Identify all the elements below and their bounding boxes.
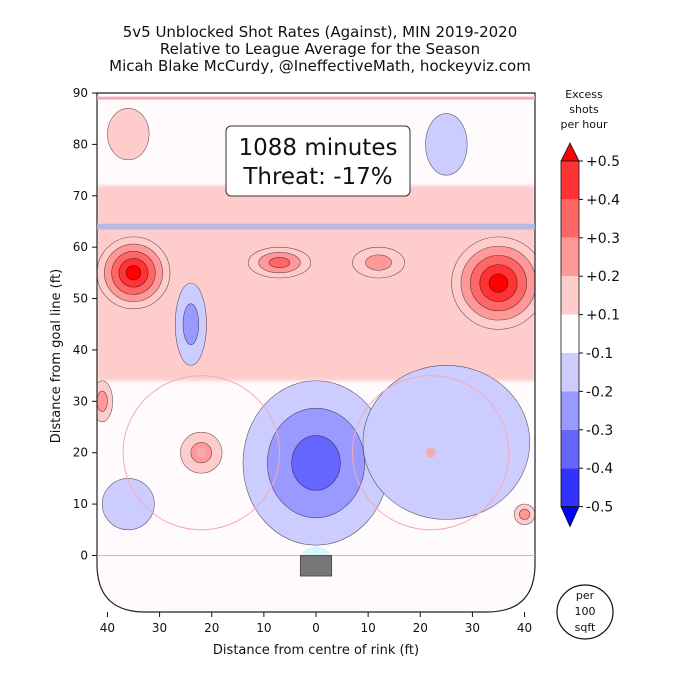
threat-label: Threat: -17%: [242, 164, 392, 190]
heat-region-11-level-1: [425, 113, 468, 176]
faceoff-circle-right: [352, 375, 510, 531]
unit-sqft: sqft: [575, 621, 596, 634]
x-axis-label: Distance from centre of rink (ft): [213, 643, 419, 658]
threat-annotation-box: 1088 minutes Threat: -17%: [225, 125, 411, 197]
y-tick-label-9: 90: [73, 86, 88, 100]
x-tick-label-5: 10: [361, 621, 376, 635]
rink-boards: [96, 92, 536, 613]
colorbar-label-4: +0.1: [586, 308, 620, 324]
colorbar-band-9: [561, 468, 579, 507]
colorbar-title-0: Excess: [565, 88, 603, 101]
colorbar-band-2: [561, 199, 579, 238]
rink-markings: [96, 92, 536, 613]
colorbar-label-2: +0.3: [586, 231, 620, 247]
colorbar-label-7: -0.3: [586, 423, 613, 439]
colorbar-top-arrow: [560, 142, 580, 162]
x-tick-label-4: 0: [312, 621, 320, 635]
colorbar-label-9: -0.5: [586, 500, 613, 516]
colorbar-band-6: [561, 353, 579, 392]
heat-region-0-level-5: [125, 265, 142, 281]
chart-subtitle: Relative to League Average for the Seaso…: [159, 40, 481, 58]
heat-region-1-level-5: [488, 273, 509, 293]
colorbar-band-1: [561, 161, 579, 200]
y-tick-label-7: 70: [73, 189, 88, 203]
colorbar-label-8: -0.4: [586, 461, 613, 477]
colorbar-bottom-arrow: [560, 506, 580, 528]
colorbar-band-4: [561, 276, 579, 315]
y-tick-label-6: 60: [73, 240, 88, 254]
goal-net: [299, 555, 333, 577]
colorbar-band-7: [561, 391, 579, 430]
unit-per: per: [576, 589, 595, 602]
x-tick-label-0: 40: [100, 621, 115, 635]
heatmap-layer: [97, 108, 535, 546]
heat-region-4-level-1: [107, 108, 150, 161]
colorbar: +0.5 +0.4 +0.3 +0.2 +0.1 -0.1 -0.2 -0.3 -0.4 -0.5…: [560, 88, 620, 528]
heat-region-10-level-2: [182, 303, 199, 346]
faceoff-circle-left: [122, 375, 281, 531]
heat-region-13-level-1: [101, 478, 155, 531]
x-tick-label-6: 20: [413, 621, 428, 635]
y-tick-label-4: 40: [73, 343, 88, 357]
heat-region-6-level-2: [97, 390, 108, 412]
heat-region-3-level-2: [365, 254, 392, 271]
faceoff-dot-left: [196, 447, 207, 458]
axis-ticks: 40 30 20 10 0 10 20 30 40 0 10 20 30 40 50 60 70 80 90: [73, 86, 532, 635]
x-tick-label-8: 40: [517, 621, 532, 635]
chart-credit: Micah Blake McCurdy, @IneffectiveMath, h…: [109, 57, 531, 75]
y-tick-label-8: 80: [73, 137, 88, 151]
x-tick-label-2: 20: [204, 621, 219, 635]
colorbar-label-1: +0.4: [586, 192, 620, 208]
unit-100: 100: [575, 605, 596, 618]
colorbar-label-3: +0.2: [586, 269, 620, 285]
y-tick-label-3: 30: [73, 394, 88, 408]
heat-region-2-level-3: [268, 257, 291, 269]
y-tick-label-5: 50: [73, 292, 88, 306]
faceoff-dot-right: [425, 447, 436, 458]
colorbar-label-5: -0.1: [586, 346, 613, 362]
heat-region-12-level-1: [362, 365, 531, 520]
colorbar-band-3: [561, 237, 579, 277]
colorbar-title-1: shots: [569, 103, 599, 116]
x-tick-label-7: 30: [465, 621, 480, 635]
heat-region-7-level-2: [519, 508, 531, 520]
x-tick-label-1: 30: [152, 621, 167, 635]
colorbar-label-0: +0.5: [586, 154, 620, 170]
minutes-label: 1088 minutes: [239, 135, 398, 161]
heat-region-9-level-3: [291, 435, 341, 491]
colorbar-label-6: -0.2: [586, 384, 613, 400]
colorbar-title-2: per hour: [561, 118, 608, 131]
y-tick-label-1: 10: [73, 497, 88, 511]
y-tick-label-0: 0: [80, 548, 88, 562]
y-axis-label: Distance from goal line (ft): [49, 269, 64, 443]
goal-crease: [300, 546, 332, 556]
y-tick-label-2: 20: [73, 446, 88, 460]
colorbar-band-5: [561, 314, 579, 353]
chart-title: 5v5 Unblocked Shot Rates (Against), MIN …: [122, 23, 518, 41]
x-tick-label-3: 10: [256, 621, 271, 635]
unit-badge: per 100 sqft: [556, 584, 614, 640]
colorbar-band-8: [561, 429, 579, 469]
